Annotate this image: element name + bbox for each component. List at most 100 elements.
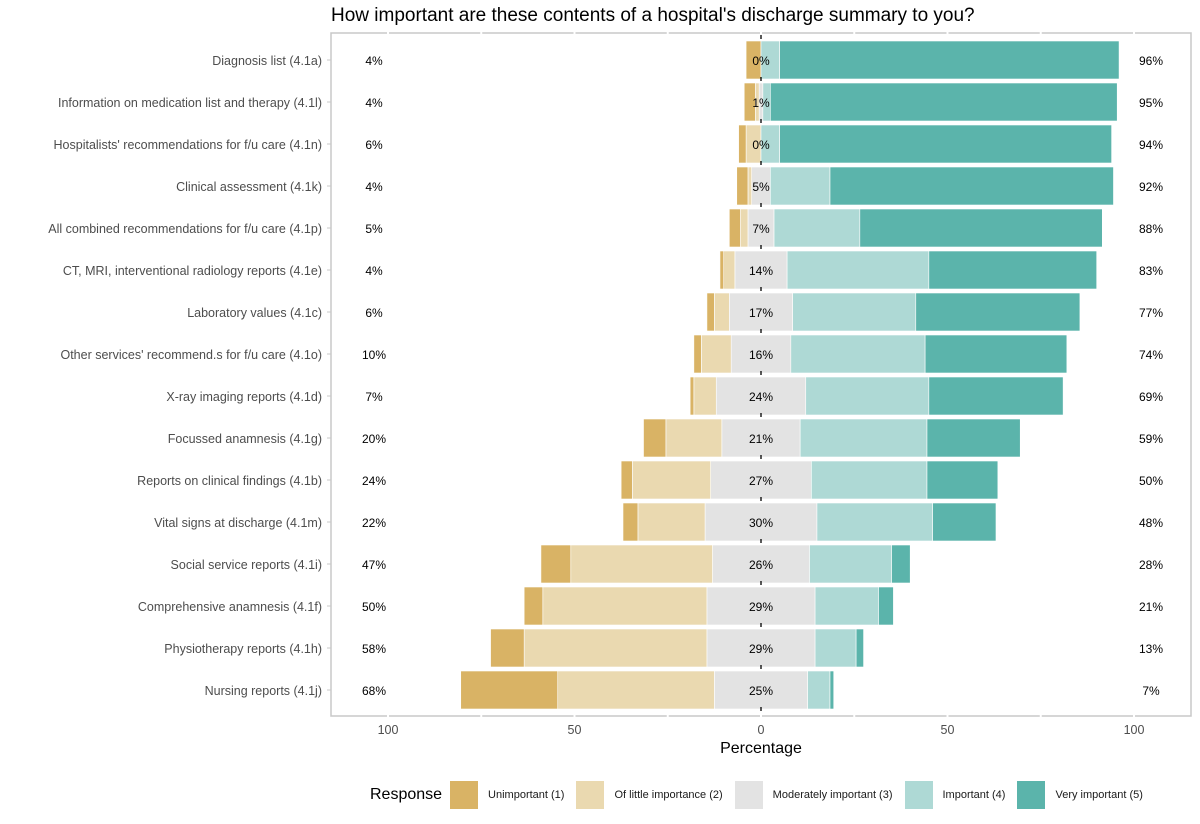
category-label: Clinical assessment (4.1k)	[176, 180, 322, 194]
category-label: Laboratory values (4.1c)	[187, 306, 322, 320]
legend-label: Unimportant (1)	[488, 789, 565, 801]
bar-segment-unimportant	[622, 502, 639, 542]
bar-segment-unimportant	[719, 250, 724, 290]
label-positive-total: 69%	[1139, 390, 1163, 404]
label-positive-total: 13%	[1139, 642, 1163, 656]
label-negative-total: 50%	[362, 600, 386, 614]
legend-label: Very important (5)	[1055, 789, 1143, 801]
category-label: Vital signs at discharge (4.1m)	[154, 516, 322, 530]
label-negative-total: 20%	[362, 432, 386, 446]
legend-item-important: Important (4)	[904, 781, 1006, 809]
label-negative-total: 47%	[362, 558, 386, 572]
category-labels: Diagnosis list (4.1a) Information on medi…	[48, 54, 331, 698]
bar-segment-very-important	[928, 376, 1064, 416]
label-neutral: 1%	[752, 96, 770, 110]
label-positive-total: 7%	[1142, 684, 1160, 698]
bar-segment-of-little-importance	[701, 334, 732, 374]
category-label: Other services' recommend.s for f/u care…	[60, 348, 322, 362]
bar-segment-important	[790, 334, 926, 374]
label-neutral: 29%	[749, 600, 773, 614]
category-label: X-ray imaging reports (4.1d)	[166, 390, 322, 404]
bar-segment-moderately-important	[706, 628, 816, 668]
label-neutral: 17%	[749, 306, 773, 320]
bar-segment-very-important	[928, 250, 1097, 290]
bar-segment-very-important	[779, 124, 1112, 164]
label-neutral: 25%	[749, 684, 773, 698]
label-neutral: 21%	[749, 432, 773, 446]
label-positive-total: 74%	[1139, 348, 1163, 362]
bar-segment-moderately-important	[704, 502, 818, 542]
bar-segment-of-little-importance	[665, 418, 723, 458]
label-neutral: 30%	[749, 516, 773, 530]
label-positive-total: 92%	[1139, 180, 1163, 194]
bar-segment-very-important	[878, 586, 894, 626]
chart-title: How important are these contents of a ho…	[331, 5, 975, 26]
x-tick-label: 50	[568, 723, 582, 737]
category-label: Focussed anamnesis (4.1g)	[168, 432, 322, 446]
x-tick-labels: 100 50 0 50 100	[378, 723, 1145, 737]
bar-segment-of-little-importance	[632, 460, 711, 500]
label-neutral: 16%	[749, 348, 773, 362]
bar-segment-important	[814, 628, 857, 668]
label-negative-total: 68%	[362, 684, 386, 698]
bar-segment-important	[773, 208, 861, 248]
label-negative-total: 4%	[365, 264, 383, 278]
bar-segment-unimportant	[706, 292, 715, 332]
bar-segment-moderately-important	[706, 586, 816, 626]
legend-item-unimportant: Unimportant (1)	[450, 781, 564, 809]
label-neutral: 5%	[752, 180, 770, 194]
x-tick-label: 0	[758, 723, 765, 737]
legend-swatch	[734, 781, 763, 809]
category-label: Social service reports (4.1i)	[171, 558, 322, 572]
bar-segment-very-important	[770, 82, 1118, 122]
bar-segment-very-important	[932, 502, 997, 542]
label-neutral: 0%	[752, 138, 770, 152]
bar-segment-important	[809, 544, 892, 584]
bar-segment-unimportant	[693, 334, 702, 374]
bar-segment-very-important	[855, 628, 864, 668]
bar-segment-moderately-important	[747, 208, 775, 248]
legend-label: Of little importance (2)	[614, 789, 723, 801]
label-positive-total: 50%	[1139, 474, 1163, 488]
label-negative-total: 58%	[362, 642, 386, 656]
category-label: Nursing reports (4.1j)	[205, 684, 322, 698]
bar-segment-unimportant	[738, 124, 747, 164]
label-positive-total: 96%	[1139, 54, 1163, 68]
label-neutral: 0%	[752, 54, 770, 68]
category-label: Information on medication list and thera…	[58, 96, 322, 110]
legend-label: Moderately important (3)	[772, 789, 893, 801]
bar-segment-very-important	[859, 208, 1103, 248]
bar-segment-important	[814, 586, 879, 626]
legend-item-of-little-importance: Of little importance (2)	[576, 781, 723, 809]
category-label: Hospitalists' recommendations for f/u ca…	[54, 138, 322, 152]
label-neutral: 14%	[749, 264, 773, 278]
bar-segment-unimportant	[540, 544, 572, 584]
bar-segment-very-important	[926, 460, 999, 500]
x-tick-label: 100	[378, 723, 399, 737]
bar-segment-important	[811, 460, 928, 500]
bar-segment-unimportant	[736, 166, 749, 206]
bars	[460, 40, 1120, 710]
x-tick-label: 50	[941, 723, 955, 737]
legend-swatch	[904, 781, 933, 809]
bar-segment-important	[770, 166, 831, 206]
legend-swatch	[1017, 781, 1046, 809]
bar-segment-important	[807, 670, 831, 710]
label-negative-total: 7%	[365, 390, 383, 404]
bar-segment-moderately-important	[721, 418, 801, 458]
bar-segment-of-little-importance	[637, 502, 706, 542]
legend: Response Unimportant (1) Of little impor…	[370, 780, 1155, 810]
bar-segment-moderately-important	[715, 376, 807, 416]
label-negative-total: 4%	[365, 54, 383, 68]
bar-segment-very-important	[829, 166, 1114, 206]
label-negative-total: 22%	[362, 516, 386, 530]
bar-segment-unimportant	[728, 208, 741, 248]
legend-label: Important (4)	[942, 789, 1006, 801]
x-axis-label: Percentage	[720, 740, 802, 757]
legend-swatch	[450, 781, 479, 809]
bar-segment-unimportant	[490, 628, 525, 668]
legend-item-very-important: Very important (5)	[1017, 781, 1143, 809]
bar-segment-very-important	[924, 334, 1068, 374]
label-negative-total: 4%	[365, 180, 383, 194]
